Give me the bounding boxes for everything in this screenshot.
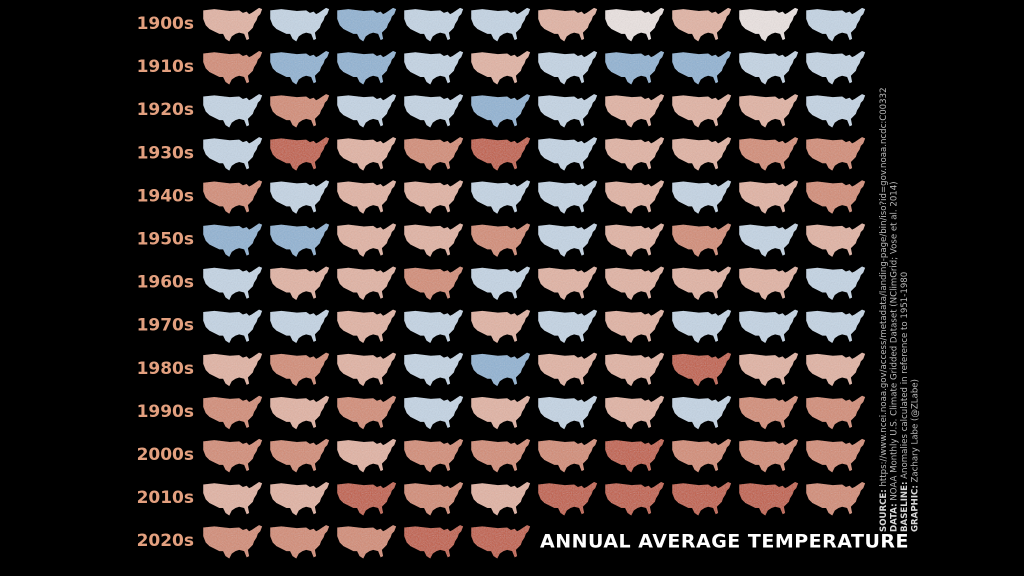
decade-label: 1910s <box>137 57 194 77</box>
decade-label: 1920s <box>137 100 194 120</box>
credit-key: DATA: <box>890 503 900 532</box>
decade-label: 1900s <box>137 14 194 34</box>
decade-label: 1940s <box>137 186 194 206</box>
decade-label: 1970s <box>137 316 194 336</box>
credit-key: SOURCE: <box>879 489 889 532</box>
credit-line: SOURCE: https://www.ncei.noaa.gov/access… <box>879 87 889 532</box>
decade-label: 2020s <box>137 531 194 551</box>
decade-label: 2000s <box>137 445 194 465</box>
decade-label: 1930s <box>137 143 194 163</box>
credit-text: Zachary Labe (@ZLabe) <box>911 379 921 482</box>
decade-label: 1980s <box>137 359 194 379</box>
decade-label: 1950s <box>137 230 194 250</box>
credit-text: https://www.ncei.noaa.gov/access/metadat… <box>879 87 889 486</box>
decade-label: 2010s <box>137 488 194 508</box>
credit-line: DATA: NOAA Monthly U.S. Climate Gridded … <box>890 181 900 532</box>
credit-text: Anomalies calculated in reference to 195… <box>900 272 910 479</box>
credit-line: BASELINE: Anomalies calculated in refere… <box>900 272 910 532</box>
credit-key: GRAPHIC: <box>911 485 921 532</box>
credit-key: BASELINE: <box>900 482 910 532</box>
credit-text: NOAA Monthly U.S. Climate Gridded Datase… <box>890 181 900 500</box>
decade-label: 1960s <box>137 273 194 293</box>
credit-line: GRAPHIC: Zachary Labe (@ZLabe) <box>911 379 921 532</box>
decade-label: 1990s <box>137 402 194 422</box>
credits: SOURCE: https://www.ncei.noaa.gov/access… <box>879 87 921 532</box>
title: ANNUAL AVERAGE TEMPERATURE <box>540 531 909 553</box>
